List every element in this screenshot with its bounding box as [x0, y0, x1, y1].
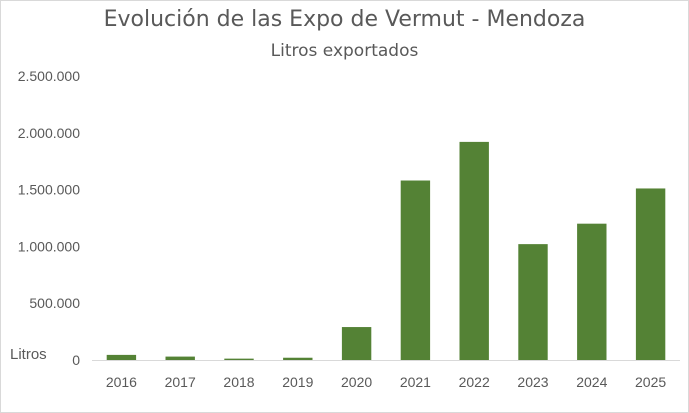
x-tick-label: 2019: [282, 374, 313, 390]
x-tick-label: 2017: [165, 374, 196, 390]
x-tick-label: 2022: [459, 374, 490, 390]
bar: [400, 180, 431, 360]
x-tick-label: 2021: [400, 374, 431, 390]
y-tick-label: 500.000: [29, 295, 80, 311]
x-tick-label: 2025: [635, 374, 666, 390]
bar: [283, 357, 313, 360]
x-tick-label: 2016: [106, 374, 137, 390]
y-tick-label: 0: [72, 352, 80, 368]
y-axis-ticks: 0 500.000 1.000.000 1.500.000 2.000.000 2.500…: [18, 68, 81, 368]
x-tick-label: 2024: [576, 374, 607, 390]
bars: [106, 141, 666, 360]
x-axis-ticks: 2016 2017 2018 2019 2020 2021 2022 2023 2024 2025: [106, 374, 667, 390]
y-axis-label: Litros: [10, 346, 47, 363]
y-tick-label: 2.500.000: [18, 68, 80, 84]
chart-subtitle: Litros exportados: [270, 41, 419, 61]
x-tick-label: 2020: [341, 374, 372, 390]
bar: [635, 188, 666, 360]
bar: [577, 223, 607, 360]
x-tick-label: 2023: [517, 374, 548, 390]
y-tick-label: 2.000.000: [18, 125, 80, 141]
bar: [106, 354, 137, 360]
y-tick-label: 1.500.000: [18, 182, 80, 198]
y-tick-label: 1.000.000: [18, 238, 80, 254]
bar: [224, 358, 254, 360]
bar: [165, 356, 195, 360]
chart-title: Evolución de las Expo de Vermut - Mendoz…: [103, 7, 586, 32]
bar: [341, 327, 372, 360]
bar: [518, 244, 548, 360]
x-tick-label: 2018: [223, 374, 254, 390]
bar: [459, 141, 489, 360]
